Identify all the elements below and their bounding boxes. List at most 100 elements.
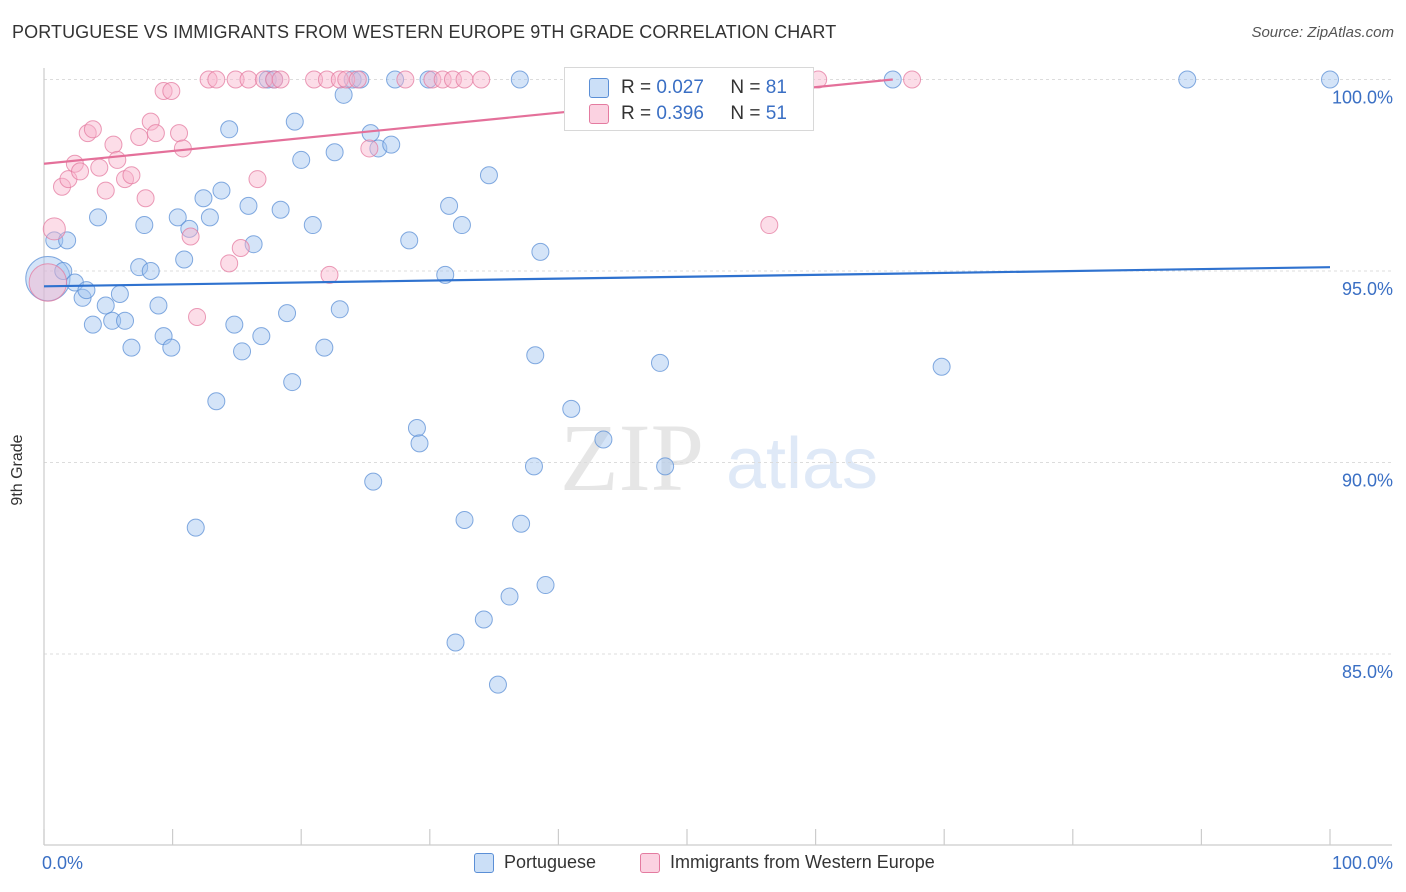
point-portuguese: [258, 70, 277, 89]
point-immigrants: [104, 135, 123, 154]
legend-label-immigrants: Immigrants from Western Europe: [670, 852, 935, 872]
point-portuguese: [168, 208, 187, 227]
point-portuguese: [410, 434, 429, 453]
point-portuguese: [149, 296, 168, 315]
legend-label-portuguese: Portuguese: [504, 852, 597, 872]
point-portuguese: [512, 514, 531, 533]
point-portuguese: [400, 231, 419, 250]
point-portuguese: [650, 353, 669, 372]
point-portuguese: [212, 181, 231, 200]
y-tick-label: 100.0%: [1332, 88, 1393, 108]
point-immigrants: [141, 112, 160, 131]
r-value: 0.027: [656, 77, 704, 98]
r-value: 0.396: [656, 103, 704, 124]
point-portuguese: [446, 633, 465, 652]
point-portuguese: [479, 166, 498, 185]
point-portuguese: [526, 346, 545, 365]
point-portuguese: [175, 250, 194, 269]
stats-row-portuguese: R = 0.027 N = 81: [589, 76, 787, 100]
point-immigrants: [472, 70, 491, 89]
point-immigrants: [122, 166, 141, 185]
point-immigrants: [248, 170, 267, 189]
stats-legend: R = 0.027 N = 81 R = 0.396 N = 51: [564, 67, 814, 131]
r-label: R =: [621, 77, 652, 98]
point-portuguese: [361, 124, 380, 143]
point-portuguese: [455, 510, 474, 529]
point-portuguese: [488, 675, 507, 694]
watermark-zip: ZIP: [560, 404, 704, 511]
point-portuguese: [194, 189, 213, 208]
point-immigrants: [130, 127, 149, 146]
n-value: 51: [765, 103, 787, 124]
point-immigrants: [188, 307, 207, 326]
series-immigrants-western-europe: [28, 70, 922, 326]
series-portuguese: [25, 70, 1339, 694]
point-portuguese: [233, 342, 252, 361]
n-value: 81: [765, 77, 787, 98]
legend-item-immigrants[interactable]: Immigrants from Western Europe: [640, 852, 935, 873]
point-portuguese: [200, 208, 219, 227]
point-portuguese: [220, 120, 239, 139]
trend-line-portuguese: [43, 266, 1331, 288]
series-legend: Portuguese Immigrants from Western Europ…: [0, 852, 1406, 878]
y-tick-label: 85.0%: [1342, 662, 1393, 682]
point-portuguese: [330, 300, 349, 319]
point-portuguese: [656, 457, 675, 476]
point-portuguese: [562, 399, 581, 418]
point-portuguese: [77, 281, 96, 300]
point-portuguese: [419, 70, 438, 89]
point-immigrants: [170, 124, 189, 143]
legend-item-portuguese[interactable]: Portuguese: [474, 852, 596, 873]
point-portuguese: [180, 219, 199, 238]
point-immigrants: [71, 162, 90, 181]
point-immigrants: [396, 70, 415, 89]
legend-swatch-portuguese: [474, 852, 494, 873]
point-portuguese: [130, 258, 149, 277]
point-portuguese: [407, 419, 426, 438]
immigrants-swatch: [589, 104, 609, 124]
point-portuguese: [325, 143, 344, 162]
watermark: ZIP atlas: [560, 404, 878, 511]
point-immigrants: [265, 70, 284, 89]
point-immigrants: [83, 120, 102, 139]
point-portuguese: [440, 196, 459, 215]
point-portuguese: [500, 587, 519, 606]
x-tick-label: 0.0%: [42, 853, 83, 873]
point-portuguese: [452, 216, 471, 235]
point-immigrants: [90, 158, 109, 177]
watermark-atlas: atlas: [726, 424, 878, 504]
point-portuguese: [283, 373, 302, 392]
point-immigrants: [455, 70, 474, 89]
point-portuguese: [186, 518, 205, 537]
chart-title: PORTUGUESE VS IMMIGRANTS FROM WESTERN EU…: [12, 22, 837, 42]
point-immigrants: [199, 70, 218, 89]
point-immigrants: [903, 70, 922, 89]
point-immigrants: [53, 177, 72, 196]
point-portuguese: [225, 315, 244, 334]
point-portuguese: [89, 208, 108, 227]
point-portuguese: [54, 262, 73, 280]
point-portuguese: [122, 338, 141, 357]
point-immigrants: [360, 139, 379, 158]
point-immigrants: [136, 189, 155, 208]
point-portuguese: [207, 392, 226, 411]
point-immigrants: [305, 70, 324, 89]
point-immigrants: [317, 70, 336, 89]
point-immigrants: [271, 70, 290, 89]
gridlines: [44, 79, 1392, 655]
point-immigrants: [181, 227, 200, 246]
point-portuguese: [135, 216, 154, 235]
point-immigrants: [42, 217, 66, 241]
point-portuguese: [343, 70, 362, 89]
point-immigrants: [220, 254, 239, 273]
point-portuguese: [96, 296, 115, 315]
point-portuguese: [932, 357, 951, 376]
n-label: N =: [730, 77, 761, 98]
point-portuguese: [364, 472, 383, 491]
stats-row-immigrants: R = 0.396 N = 51: [589, 102, 787, 126]
point-immigrants: [146, 124, 165, 143]
point-immigrants: [108, 150, 127, 169]
point-portuguese: [1321, 70, 1339, 89]
point-portuguese: [271, 200, 290, 219]
